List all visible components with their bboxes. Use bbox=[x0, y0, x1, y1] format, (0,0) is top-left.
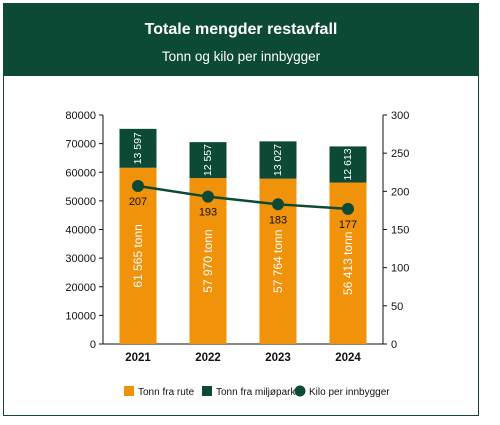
x-tick-label: 2022 bbox=[195, 352, 221, 364]
point-kilo-per-innbygger bbox=[202, 190, 214, 203]
y-tick-label: 70000 bbox=[65, 139, 96, 151]
y2-tick-label: 150 bbox=[391, 225, 409, 237]
bar-tonn-fra-rute bbox=[189, 178, 227, 344]
chart-frame: Totale mengder restavfall Tonn og kilo p… bbox=[3, 3, 479, 416]
x-tick-label: 2024 bbox=[335, 352, 361, 364]
bar-tonn-fra-miljopark bbox=[259, 141, 297, 179]
y-tick-label: 30000 bbox=[65, 253, 96, 265]
y2-tick-label: 300 bbox=[391, 110, 409, 122]
y2-tick-label: 100 bbox=[391, 263, 409, 275]
y2-tick-label: 0 bbox=[391, 339, 397, 351]
data-label-rute: 61 565 tonn bbox=[131, 224, 145, 287]
data-label-rute: 57 764 tonn bbox=[271, 230, 285, 293]
point-kilo-per-innbygger bbox=[342, 202, 354, 215]
y2-tick-label: 50 bbox=[391, 301, 403, 313]
y-tick-label: 80000 bbox=[65, 110, 96, 122]
y-tick-label: 50000 bbox=[65, 196, 96, 208]
bar-tonn-fra-rute bbox=[119, 167, 157, 344]
x-tick-label: 2021 bbox=[125, 352, 151, 364]
y-tick-label: 10000 bbox=[65, 310, 96, 322]
y2-tick-label: 250 bbox=[391, 148, 409, 160]
data-label-kilo: 177 bbox=[339, 219, 357, 231]
bar-tonn-fra-miljopark bbox=[119, 128, 157, 168]
bar-tonn-fra-miljopark bbox=[189, 142, 227, 179]
data-label-miljopark: 13 027 bbox=[272, 144, 284, 176]
data-label-rute: 57 970 tonn bbox=[201, 229, 215, 292]
y-tick-label: 60000 bbox=[65, 167, 96, 179]
legend-swatch bbox=[294, 385, 306, 397]
bar-tonn-fra-miljopark bbox=[329, 146, 367, 183]
point-kilo-per-innbygger bbox=[272, 198, 284, 211]
point-kilo-per-innbygger bbox=[132, 179, 144, 192]
chart-header: Totale mengder restavfall Tonn og kilo p… bbox=[4, 4, 478, 76]
chart-subtitle: Tonn og kilo per innbygger bbox=[161, 49, 321, 64]
data-label-rute: 56 413 tonn bbox=[341, 232, 355, 295]
legend-swatch bbox=[124, 386, 134, 396]
data-label-kilo: 207 bbox=[129, 196, 147, 208]
x-tick-label: 2023 bbox=[265, 352, 291, 364]
y2-tick-label: 200 bbox=[391, 186, 409, 198]
y-tick-label: 0 bbox=[90, 339, 96, 351]
data-label-miljopark: 12 557 bbox=[202, 144, 214, 176]
legend-label: Tonn fra miljøpark bbox=[216, 387, 296, 398]
data-label-kilo: 183 bbox=[269, 214, 287, 226]
data-label-kilo: 193 bbox=[199, 207, 217, 219]
legend-label: Tonn fra rute bbox=[138, 387, 195, 398]
data-label-miljopark: 13 597 bbox=[132, 132, 144, 164]
chart-title: Totale mengder restavfall bbox=[144, 21, 338, 38]
y-tick-label: 20000 bbox=[65, 282, 96, 294]
data-label-miljopark: 12 613 bbox=[342, 148, 354, 180]
legend-swatch bbox=[202, 386, 212, 396]
y-tick-label: 40000 bbox=[65, 225, 96, 237]
legend-label: Kilo per innbygger bbox=[309, 387, 390, 398]
line-kilo-per-innbygger bbox=[137, 184, 349, 211]
